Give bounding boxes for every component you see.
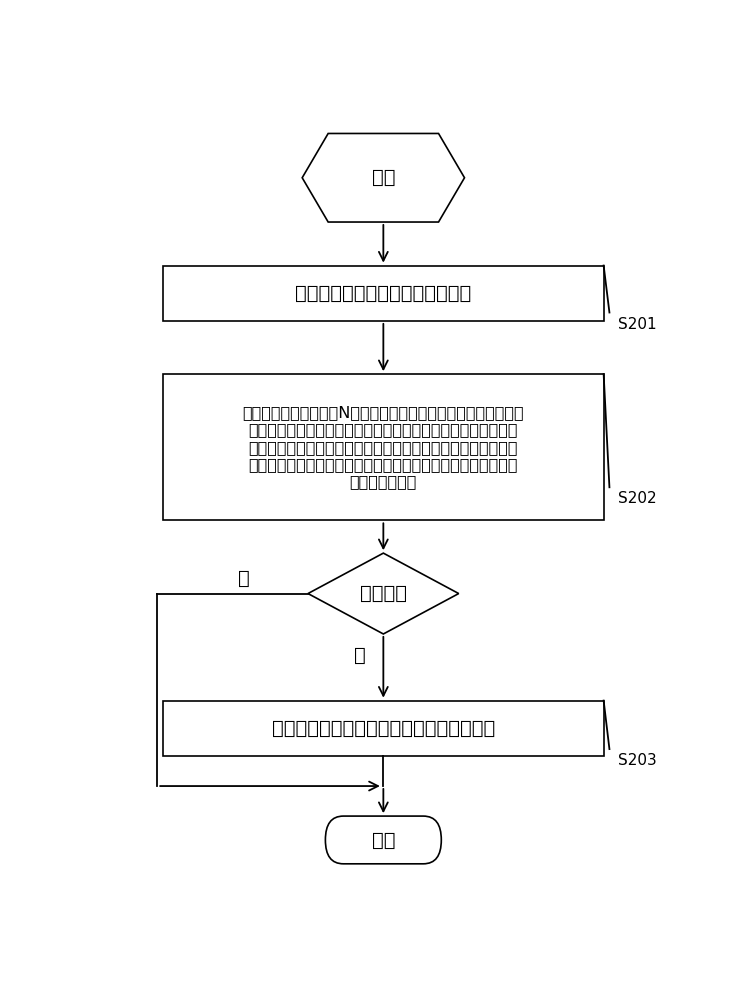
Text: S201: S201 [618, 317, 657, 332]
Text: 把异常数据作为应用接口提供给需求方调用: 把异常数据作为应用接口提供给需求方调用 [272, 719, 495, 738]
Text: 异常数据: 异常数据 [360, 584, 407, 603]
Polygon shape [302, 133, 465, 222]
Bar [163, 374, 604, 520]
Text: 准备: 准备 [372, 168, 395, 187]
Text: 获取基于时间序列的电子商务数据: 获取基于时间序列的电子商务数据 [295, 284, 471, 303]
FancyBboxPatch shape [325, 816, 441, 864]
Text: 选择邻近待检测数据的N期电子商务数据作为窗口统计数据，对所
述窗口统计数据进行分位数统计，从而确定所述窗口统计数据中
的正常值上边界和正常值下边界，所述窗口统计: 选择邻近待检测数据的N期电子商务数据作为窗口统计数据，对所 述窗口统计数据进行分… [242, 405, 524, 490]
Text: 否: 否 [239, 569, 250, 588]
Text: 是: 是 [355, 646, 366, 665]
Text: S202: S202 [618, 491, 657, 506]
Polygon shape [308, 553, 459, 634]
Text: S203: S203 [618, 753, 657, 768]
Text: 结束: 结束 [372, 830, 395, 849]
Bar [163, 266, 604, 321]
Bar [163, 701, 604, 756]
